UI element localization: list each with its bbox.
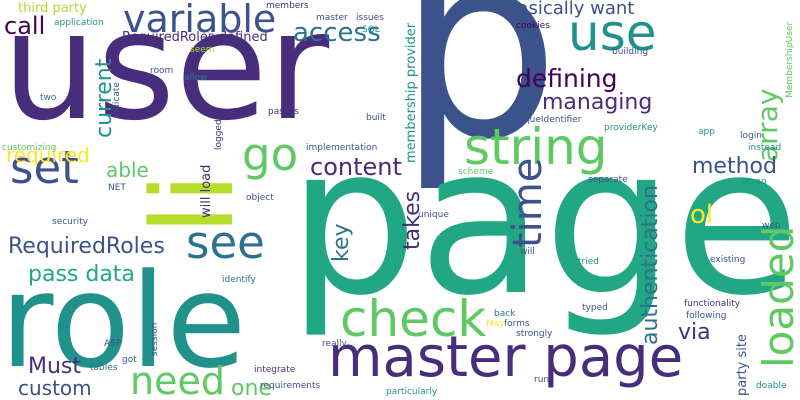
word-will-load: will load xyxy=(199,164,214,218)
word-log: log xyxy=(523,33,537,43)
word-particularly: particularly xyxy=(386,387,438,397)
word-security: security xyxy=(52,217,88,227)
word-pass-data: pass data xyxy=(28,262,135,287)
word-ol: ol xyxy=(690,200,714,230)
word-app: app xyxy=(698,127,715,137)
word-requirements: requirements xyxy=(260,381,321,391)
word-time: time xyxy=(505,157,551,248)
word-party-site: party site xyxy=(735,334,750,396)
word-via: via xyxy=(678,320,711,345)
word-logged: logged xyxy=(214,119,224,150)
word-role: role xyxy=(0,245,247,397)
word-net: NET xyxy=(108,183,126,193)
word-built: built xyxy=(366,113,386,123)
word-functionality: functionality xyxy=(684,299,741,309)
word-separate: separate xyxy=(588,175,628,185)
word-following: following xyxy=(686,311,727,321)
word-forms: forms xyxy=(504,319,530,329)
word-two: two xyxy=(40,93,57,103)
word-asp: ASP xyxy=(104,339,122,349)
word-access: access xyxy=(293,18,381,48)
word-allow: allow xyxy=(184,73,208,83)
word-tables: tables xyxy=(90,363,118,373)
word-members: members xyxy=(266,1,309,11)
word-one: one xyxy=(231,376,272,400)
word-key: key xyxy=(329,223,354,262)
word-method: method xyxy=(692,154,777,179)
word-set: set xyxy=(10,141,79,194)
word-really: really xyxy=(322,339,347,349)
word-required: required xyxy=(6,143,90,167)
word-web: web xyxy=(762,221,781,231)
word-unique: unique xyxy=(418,210,449,220)
word-user: user xyxy=(2,0,330,154)
word-membership-provider: membership provider xyxy=(404,22,419,163)
word-strongly: strongly xyxy=(516,329,553,339)
word-membershipuser: MembershipUser xyxy=(785,21,795,98)
word-must: Must xyxy=(28,354,82,379)
word-application: application xyxy=(54,18,104,28)
word-session: session xyxy=(150,322,160,356)
word-customizing: customizing xyxy=(2,143,57,153)
word-third-party: third party xyxy=(18,1,87,16)
word-basically-want: basically want xyxy=(506,0,635,19)
word-use: use xyxy=(568,4,657,62)
word-may: May xyxy=(486,319,505,329)
word-room: room xyxy=(150,66,174,76)
word-loaded: loaded xyxy=(754,225,800,368)
word-passes: passes xyxy=(268,107,299,117)
word-takes: takes xyxy=(400,190,425,250)
word-integrate: integrate xyxy=(254,365,296,375)
word-will: will xyxy=(520,247,535,257)
word-object: object xyxy=(246,193,274,203)
word-login: login xyxy=(740,131,762,141)
word-content: content xyxy=(310,153,402,181)
word-doable: doable xyxy=(756,381,787,391)
word-identify: identify xyxy=(222,275,256,285)
word-cookies: cookies xyxy=(516,21,550,31)
word-variable: variable xyxy=(123,0,277,41)
word-master-page: master page xyxy=(328,325,684,390)
word-sql: SQL xyxy=(362,25,380,35)
word-able: able xyxy=(106,158,149,182)
word-authentication: authentication xyxy=(638,185,663,345)
word-call: call xyxy=(4,12,46,40)
word-page: page xyxy=(288,103,800,341)
word-string: string xyxy=(464,118,608,176)
word-need: need xyxy=(130,359,225,400)
word-back: back xyxy=(494,309,516,319)
word-seem: seem xyxy=(190,45,215,55)
word-uniqueidentifier: uniqueIdentifier xyxy=(510,115,582,125)
word-managing: managing xyxy=(542,90,653,115)
word-tried: tried xyxy=(578,257,599,267)
word-providerkey: providerKey xyxy=(604,123,658,133)
word-existing: existing xyxy=(710,255,746,265)
word-building: building xyxy=(612,47,649,57)
word-scrap: scrap xyxy=(742,177,767,187)
word-requiredroles: RequiredRoles xyxy=(8,234,165,259)
word-got: got xyxy=(122,355,137,365)
word-issues: issues xyxy=(356,13,384,23)
word-implementation: implementation xyxy=(306,143,378,153)
word-master: master xyxy=(316,13,348,23)
word-indicate: indicate xyxy=(112,82,122,118)
word-typed: typed xyxy=(582,303,608,313)
word-check: check xyxy=(340,290,487,348)
word-instead: instead xyxy=(748,143,782,153)
word-p: p xyxy=(398,0,560,196)
word-see: see xyxy=(186,216,265,269)
word-defining: defining xyxy=(516,64,618,93)
word-custom: custom xyxy=(18,376,92,400)
word-run: run xyxy=(534,375,550,385)
word-requiredroles-defined: RequiredRoles defined xyxy=(122,30,268,45)
word-scheme: scheme xyxy=(458,167,494,177)
word-go: go xyxy=(242,128,299,181)
